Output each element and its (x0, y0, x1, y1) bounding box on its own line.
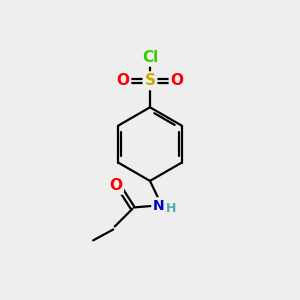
Text: H: H (166, 202, 176, 215)
Text: Cl: Cl (142, 50, 158, 65)
Text: O: O (109, 178, 122, 193)
Text: O: O (171, 73, 184, 88)
Text: N: N (153, 199, 165, 213)
Text: O: O (116, 73, 129, 88)
Text: S: S (145, 73, 155, 88)
